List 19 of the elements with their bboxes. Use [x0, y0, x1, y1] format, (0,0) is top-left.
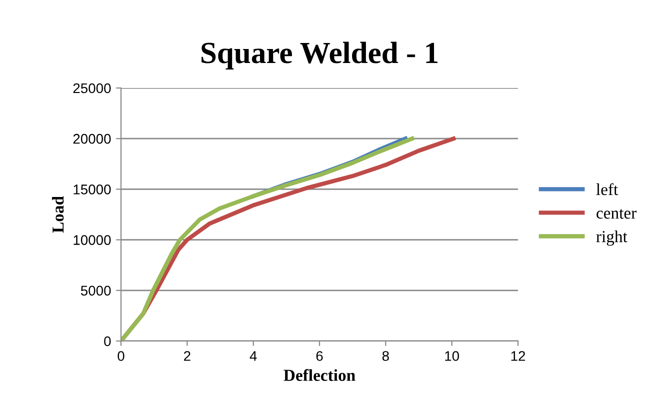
y-tick-label: 25000 — [73, 83, 111, 94]
y-tick-label: 20000 — [73, 134, 111, 144]
x-tick-label: 10 — [445, 351, 460, 361]
x-axis-title: Deflection — [284, 369, 356, 381]
x-tick-label: 4 — [250, 351, 257, 361]
y-tick-label: 15000 — [74, 184, 111, 194]
x-tick-label: 8 — [382, 351, 389, 361]
legend-label: center — [596, 209, 636, 219]
legend-label: left — [596, 183, 618, 196]
x-tick-label: 0 — [118, 351, 124, 361]
x-tick-label: 6 — [316, 351, 323, 361]
x-tick-label: 12 — [511, 351, 526, 361]
chart-title: Square Welded - 1 — [202, 42, 438, 70]
y-tick-label: 10000 — [74, 235, 111, 245]
legend-label: right — [596, 230, 628, 246]
y-axis-title: Load — [52, 196, 64, 233]
y-tick-label: 0 — [104, 336, 111, 346]
y-tick-label: 5000 — [80, 286, 111, 296]
x-tick-label: 2 — [184, 351, 190, 361]
